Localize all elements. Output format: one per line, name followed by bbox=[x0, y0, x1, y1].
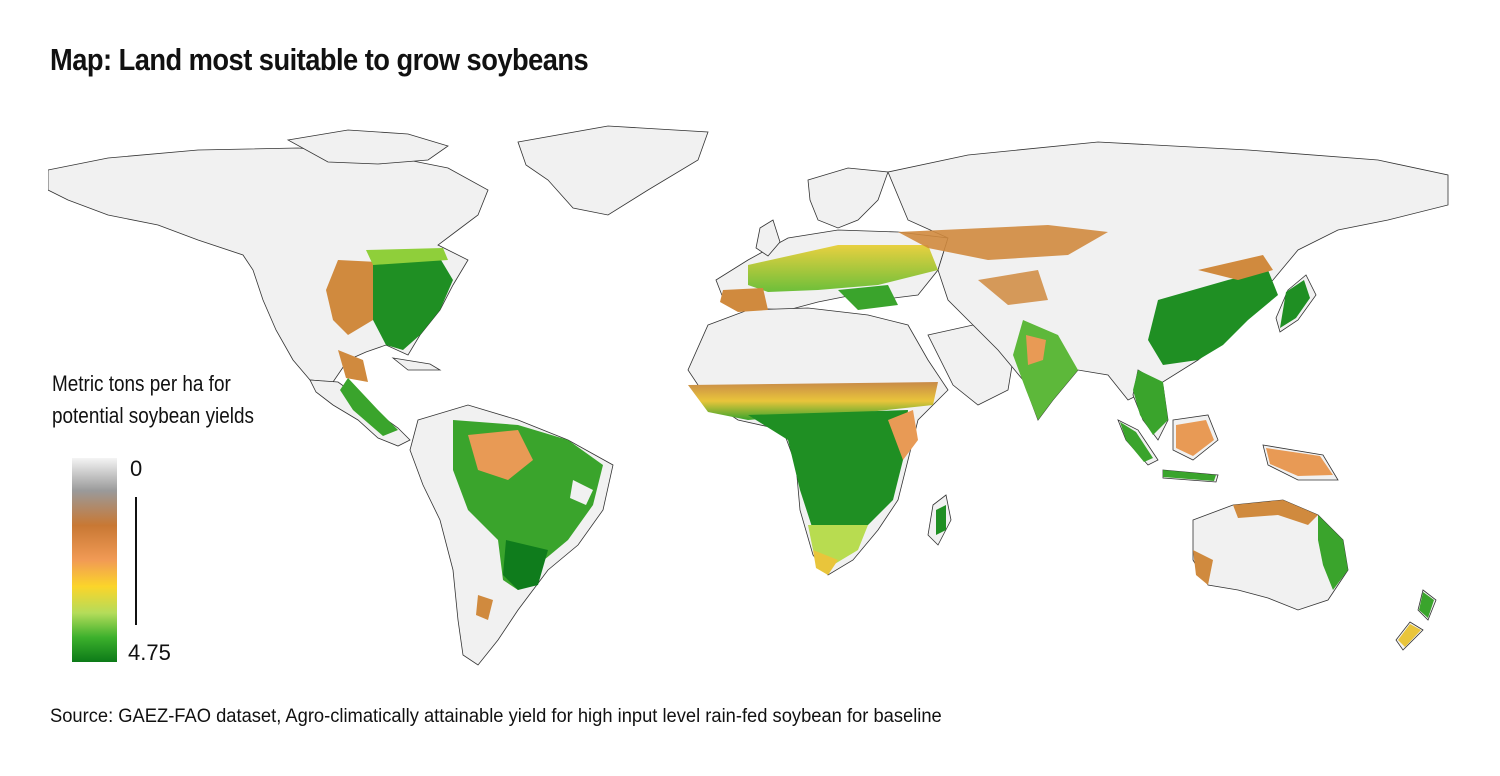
map-title: Map: Land most suitable to grow soybeans bbox=[50, 42, 589, 77]
source-note: Source: GAEZ-FAO dataset, Agro-climatica… bbox=[50, 706, 942, 727]
cuba bbox=[391, 357, 442, 371]
legend-title-line1: Metric tons per ha for bbox=[52, 371, 231, 396]
legend-title: Metric tons per ha for potential soybean… bbox=[52, 368, 254, 432]
uk bbox=[755, 219, 781, 257]
legend-title-line2: potential soybean yields bbox=[52, 403, 254, 428]
legend-scale-line bbox=[135, 497, 137, 625]
scandinavia bbox=[807, 167, 889, 229]
world-map bbox=[48, 125, 1449, 666]
legend-min-label: 0 bbox=[130, 456, 143, 481]
legend-max-label: 4.75 bbox=[128, 640, 171, 665]
arctic-islands bbox=[286, 129, 449, 165]
greenland bbox=[517, 125, 709, 216]
legend-color-bar bbox=[72, 458, 117, 662]
yield-overlays bbox=[326, 225, 1434, 647]
